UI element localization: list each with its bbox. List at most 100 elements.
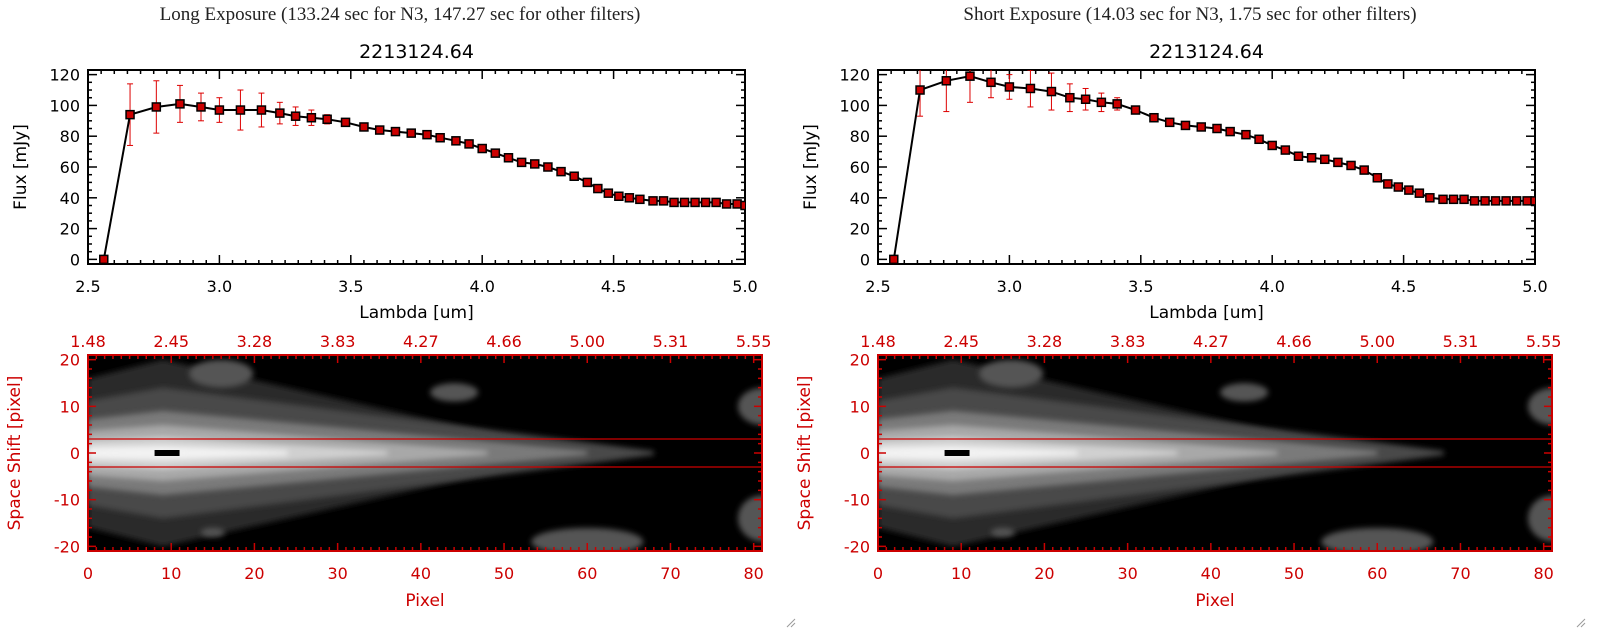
data-point [1490,196,1501,206]
y-tick-label: 60 [850,158,870,177]
data-point [322,114,332,125]
image-y-tick-label: 0 [70,444,80,463]
data-point [679,197,690,208]
data-point [1320,154,1330,165]
background-blob [430,383,479,402]
data-point [464,139,474,149]
data-point [530,159,540,169]
image-y-tick-label: 10 [60,397,80,416]
background-blob [531,527,644,551]
data-point [451,136,461,146]
data-point [1004,82,1015,92]
image-top-tick-label: 3.83 [1110,332,1146,351]
image-x-tick-label: 50 [494,564,514,583]
y-axis-label: Flux [mJy] [11,124,31,210]
data-point [603,188,614,198]
image-x-tick-label: 0 [83,564,93,583]
image-top-tick-label: 2.45 [153,332,189,351]
image-top-tick-label: 3.28 [237,332,273,351]
data-point [340,117,351,128]
data-point [477,143,487,154]
image-y-axis-label: Space Shift [pixel] [5,376,25,531]
data-point [915,85,925,95]
data-point [986,77,996,88]
data-point [256,105,267,115]
data-point [740,200,745,211]
data-point [1522,196,1532,206]
y-tick-label: 20 [60,220,80,239]
chart-title: 2213124.64 [1149,41,1264,63]
image-x-axis-label: Pixel [1195,591,1234,611]
x-tick-label: 4.5 [601,277,626,296]
data-point [543,162,553,172]
plot-frame [87,69,746,265]
image-y-tick-label: -20 [844,537,870,556]
resize-grip-icon[interactable] [1574,616,1586,628]
data-point [275,108,285,118]
data-point [1383,179,1393,189]
source-trace-band [878,445,1078,461]
long-exposure-panel: Long Exposure (133.24 sec for N3, 147.27… [5,4,796,628]
data-point [1501,196,1511,206]
x-tick-label: 3.0 [997,277,1022,296]
background-blob [990,527,1015,537]
data-point [941,76,952,86]
image-x-tick-label: 20 [1034,564,1054,583]
y-tick-label: 20 [850,220,870,239]
image-x-tick-label: 70 [1450,564,1470,583]
image-top-tick-label: 5.31 [653,332,689,351]
data-point [1241,129,1251,140]
short-exposure-panel: Short Exposure (14.03 sec for N3, 1.75 s… [790,0,1590,630]
x-axis-label: Lambda [um] [1149,303,1263,323]
data-point [214,105,225,115]
y-tick-label: 40 [60,189,80,208]
y-tick-label: 0 [860,250,870,269]
data-point [1511,196,1522,206]
series-group [889,70,1535,264]
x-tick-label: 3.5 [1128,277,1153,296]
image-top-tick-label: 3.28 [1027,332,1063,351]
image-x-tick-label: 10 [161,564,181,583]
data-point [889,254,899,264]
image-x-tick-label: 80 [1533,564,1553,583]
image-y-tick-label: 20 [850,351,870,370]
y-tick-label: 0 [70,250,80,269]
image-x-tick-label: 60 [1367,564,1387,583]
image-top-tick-label: 4.66 [1276,332,1312,351]
image-top-tick-label: 5.00 [569,332,605,351]
data-point [1333,157,1343,168]
data-point [582,177,593,188]
data-point [1196,122,1206,132]
image-y-tick-label: 10 [850,397,870,416]
data-point [1212,123,1222,134]
x-axis-label: Lambda [um] [359,303,473,323]
image-x-tick-label: 30 [1117,564,1137,583]
spectrum-chart-long: 2213124.642.5 3.0 3.5 4.0 4.5 5.0020406080100… [5,41,772,611]
data-point [1293,151,1304,161]
resize-grip-icon[interactable] [784,616,796,628]
image-top-tick-label: 2.45 [943,332,979,351]
y-tick-label: 120 [49,66,80,85]
image-y-tick-label: -10 [54,491,80,510]
data-point [1438,194,1448,205]
data-point [1372,173,1383,183]
data-point [1180,120,1191,131]
image-top-tick-label: 5.55 [736,332,772,351]
image-top-tick-label: 5.00 [1359,332,1395,351]
data-point [1225,126,1235,137]
data-point [1393,182,1404,192]
data-point [1080,94,1091,105]
image-top-tick-label: 5.55 [1526,332,1562,351]
data-point [1130,105,1141,115]
image-x-tick-label: 30 [327,564,347,583]
background-blob [738,495,762,542]
data-point [700,197,711,208]
data-point [235,105,246,115]
data-point [390,126,401,137]
spectral-image [878,359,1552,551]
saturated-core [154,450,180,456]
image-x-tick-label: 70 [660,564,680,583]
data-point [1025,83,1036,94]
data-point [732,199,742,209]
data-point [290,111,301,121]
